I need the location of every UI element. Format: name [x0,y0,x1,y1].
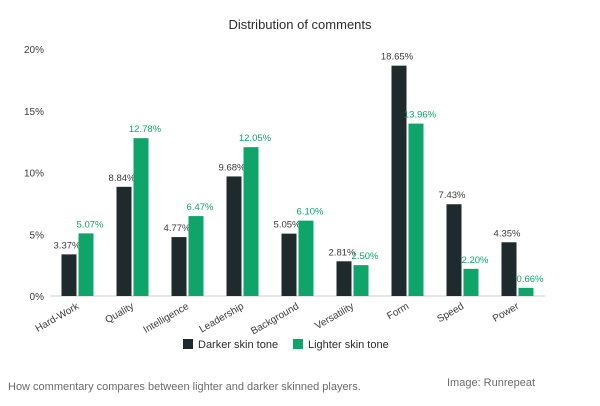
x-tick-label: Speed [435,301,466,325]
data-label-darker: 18.65% [381,52,414,63]
data-label-lighter: 6.10% [297,207,324,218]
data-label-lighter: 5.07% [77,219,104,230]
data-label-darker: 8.84% [109,173,136,184]
x-tick-label: Quality [104,301,136,326]
bar-darker [501,242,517,296]
data-label-lighter: 12.78% [129,124,162,135]
y-tick-label: 5% [30,230,45,241]
bar-lighter [518,287,534,296]
legend-label-darker: Darker skin tone [198,339,278,351]
bar-lighter [463,268,479,296]
data-label-darker: 4.77% [164,223,191,234]
y-tick-label: 0% [30,292,45,303]
data-label-darker: 9.68% [219,162,246,173]
legend-swatch-darker [183,339,193,349]
bar-lighter [188,216,204,296]
x-tick-label: Intelligence [142,301,192,336]
bar-darker [336,261,352,296]
data-label-darker: 7.43% [439,190,466,201]
data-label-lighter: 13.96% [404,110,437,121]
bar-darker [171,237,187,296]
data-label-lighter: 2.50% [352,251,379,262]
data-label-lighter: 2.20% [462,255,489,266]
bar-lighter [408,123,424,297]
data-label-darker: 4.35% [494,228,521,239]
bar-darker [226,176,242,296]
bar-lighter [353,265,369,296]
data-label-darker: 3.37% [54,240,81,251]
bar-lighter [78,233,94,296]
y-tick-label: 15% [24,107,44,118]
x-tick-label: Power [491,301,522,325]
legend-label-lighter: Lighter skin tone [308,339,389,351]
y-tick-label: 10% [24,169,44,180]
x-tick-label: Background [249,301,301,337]
bar-darker [61,254,77,296]
bar-darker [116,186,132,296]
data-label-lighter: 12.05% [239,133,272,144]
data-label-lighter: 0.66% [517,274,544,285]
x-tick-label: Versatility [313,301,356,332]
x-tick-label: Hard-Work [34,301,82,335]
bar-darker [281,233,297,296]
legend-swatch-lighter [293,339,303,349]
bar-lighter [243,147,259,296]
chart-title: Distribution of comments [228,17,372,32]
bar-darker [446,204,462,296]
bar-lighter [298,220,314,296]
x-tick-label: Form [385,301,411,322]
bar-darker [391,65,407,296]
data-label-darker: 5.05% [274,220,301,231]
y-tick-label: 20% [24,45,44,56]
data-label-darker: 2.81% [329,247,356,258]
bar-lighter [133,138,149,296]
figure-caption: How commentary compares between lighter … [8,381,361,393]
x-tick-label: Leadership [198,301,247,335]
data-label-lighter: 6.47% [187,202,214,213]
image-credit: Image: Runrepeat [447,377,536,389]
